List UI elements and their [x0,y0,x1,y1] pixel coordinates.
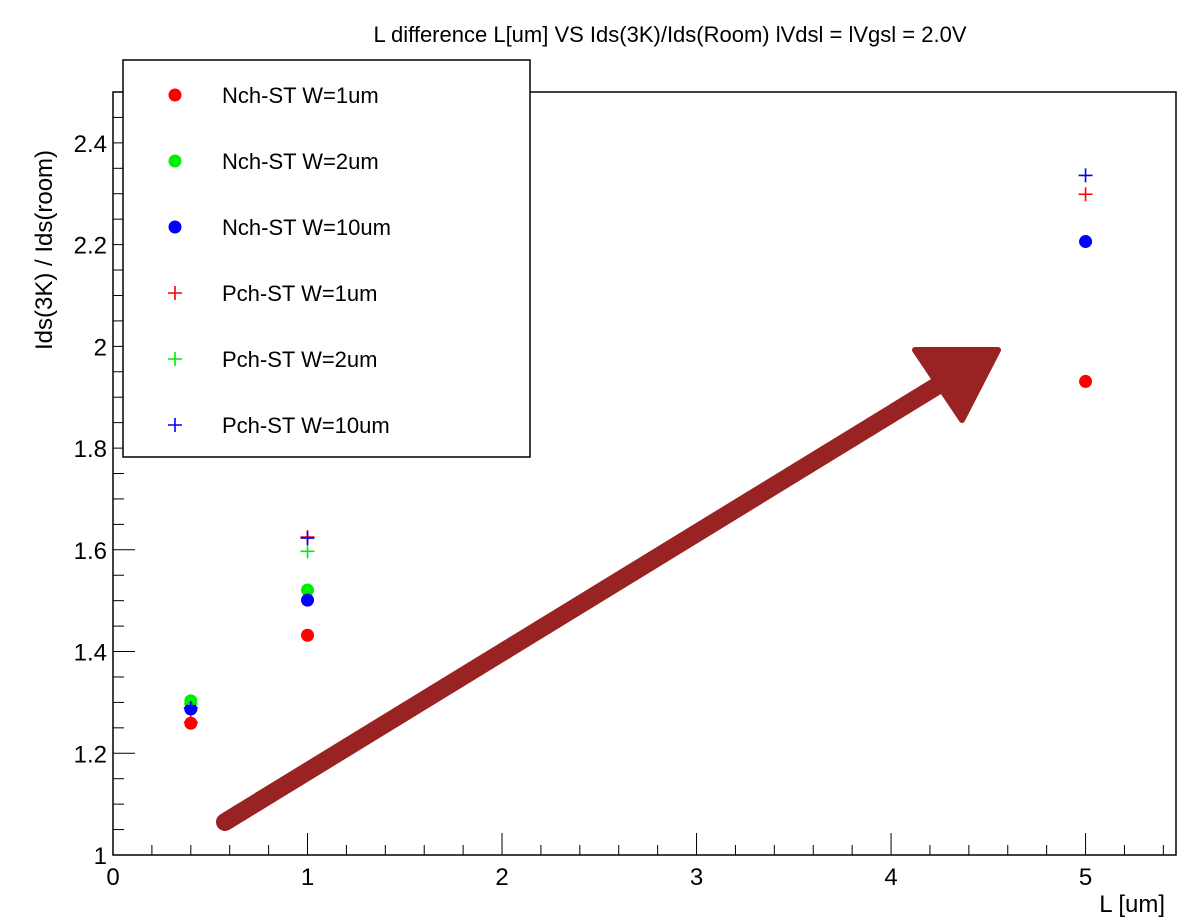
legend-label: Pch-ST W=2um [222,347,377,372]
point [1079,235,1093,249]
point [1078,168,1093,183]
y-tick-label: 1.4 [74,640,107,667]
arrow-annotation [216,347,1001,831]
legend-marker [168,352,182,366]
y-tick-label: 1.2 [74,741,107,768]
x-tick-label: 1 [301,864,314,891]
point [183,715,198,730]
y-tick-label: 2 [94,334,107,361]
legend-label: Nch-ST W=2um [222,149,379,174]
legend-marker [168,286,182,300]
point [183,700,198,715]
y-axis-label: Ids(3K) / Ids(room) [31,150,58,350]
y-tick-label: 2.4 [74,131,107,158]
point [301,593,315,607]
x-tick-label: 3 [690,864,703,891]
y-tick-label: 1.6 [74,538,107,565]
point [301,628,315,642]
point [300,544,315,559]
legend-marker [168,418,182,432]
legend-marker [168,88,182,102]
y-tick-label: 2.2 [74,233,107,260]
legend-label: Pch-ST W=1um [222,281,377,306]
x-tick-label: 2 [495,864,508,891]
x-tick-label: 5 [1079,864,1092,891]
legend-label: Nch-ST W=1um [222,83,379,108]
chart-title: L difference L[um] VS Ids(3K)/Ids(Room) … [373,22,966,47]
legend-label: Pch-ST W=10um [222,413,390,438]
x-axis-label: L [um] [1099,891,1165,918]
x-tick-label: 0 [106,864,119,891]
legend [122,59,531,458]
point [1079,374,1093,388]
point [1078,187,1093,202]
y-tick-label: 1.8 [74,436,107,463]
legend-marker [168,220,182,234]
point [300,531,315,546]
legend-marker [168,154,182,168]
legend-label: Nch-ST W=10um [222,215,391,240]
x-tick-label: 4 [884,864,897,891]
y-tick-label: 1 [94,843,107,870]
point [301,583,315,597]
